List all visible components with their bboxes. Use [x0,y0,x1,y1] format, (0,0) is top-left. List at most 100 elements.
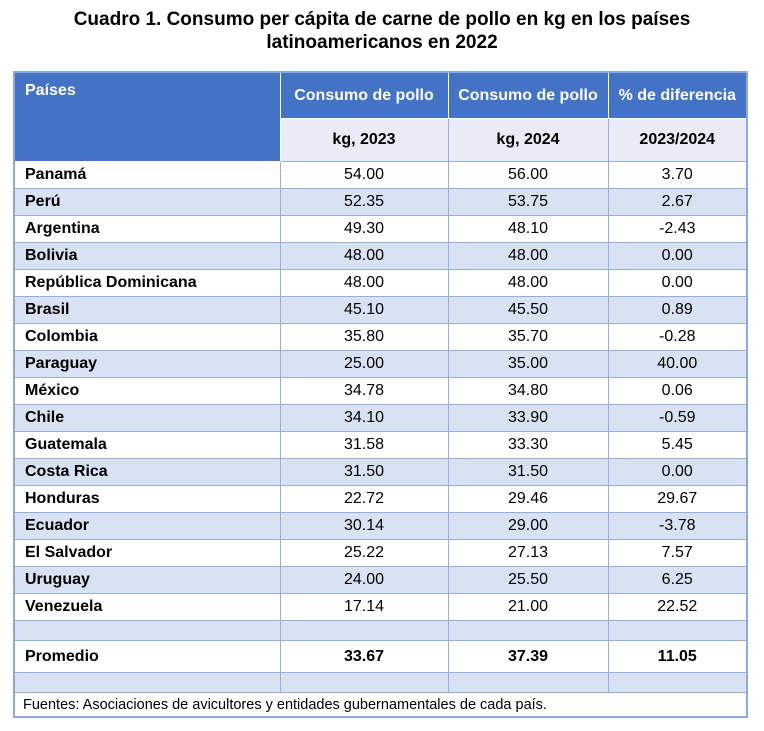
kg2023-cell: 22.72 [279,485,449,513]
country-cell: Costa Rica [13,458,281,486]
country-cell: Colombia [13,323,281,351]
table-body: Panamá 54.00 56.00 3.70 Perú 52.35 53.75… [13,161,748,718]
kg2024-cell: 27.13 [447,539,609,567]
subheader-periodo: 2023/2024 [607,118,748,162]
country-cell: Chile [13,404,281,432]
country-cell: Honduras [13,485,281,513]
country-cell: Ecuador [13,512,281,540]
table-row: El Salvador 25.22 27.13 7.57 [13,539,748,567]
kg2023-cell: 25.22 [279,539,449,567]
kg2023-cell: 30.14 [279,512,449,540]
country-cell: Uruguay [13,566,281,594]
diff-cell: 40.00 [607,350,748,378]
header-diferencia: % de diferencia [607,71,748,119]
table-row: México 34.78 34.80 0.06 [13,377,748,405]
table-header: Países Consumo de pollo Consumo de pollo… [13,71,748,162]
table-row: Chile 34.10 33.90 -0.59 [13,404,748,432]
country-cell: Bolivia [13,242,281,270]
diff-cell: -2.43 [607,215,748,243]
diff-cell: 7.57 [607,539,748,567]
table-row: Paraguay 25.00 35.00 40.00 [13,350,748,378]
kg2024-cell: 29.00 [447,512,609,540]
diff-cell: 0.06 [607,377,748,405]
header-paises: Países [13,71,281,162]
diff-cell: 2.67 [607,188,748,216]
diff-cell: 3.70 [607,161,748,189]
kg2023-cell: 48.00 [279,242,449,270]
kg2024-cell: 34.80 [447,377,609,405]
consumption-table: Países Consumo de pollo Consumo de pollo… [13,71,748,718]
kg2023-cell: 34.10 [279,404,449,432]
diff-cell: 0.00 [607,269,748,297]
diff-cell: 0.00 [607,242,748,270]
table-title: Cuadro 1. Consumo per cápita de carne de… [73,9,691,53]
kg2024-cell: 48.00 [447,242,609,270]
diff-cell: -3.78 [607,512,748,540]
average-diff: 11.05 [607,640,748,673]
table-row: Venezuela 17.14 21.00 22.52 [13,593,748,621]
kg2024-cell: 33.90 [447,404,609,432]
table-row: Honduras 22.72 29.46 29.67 [13,485,748,513]
country-cell: Argentina [13,215,281,243]
sources-text: Fuentes: Asociaciones de avicultores y e… [13,692,748,718]
country-cell: Panamá [13,161,281,189]
diff-cell: 0.89 [607,296,748,324]
header-row-main: Países Consumo de pollo Consumo de pollo… [13,71,748,162]
country-cell: Guatemala [13,431,281,459]
kg2024-cell: 45.50 [447,296,609,324]
average-label: Promedio [13,640,281,673]
sources-row: Fuentes: Asociaciones de avicultores y e… [13,692,748,718]
diff-cell: 29.67 [607,485,748,513]
kg2024-cell: 48.00 [447,269,609,297]
kg2023-cell: 25.00 [279,350,449,378]
country-cell: Venezuela [13,593,281,621]
kg2023-cell: 54.00 [279,161,449,189]
kg2024-cell: 35.00 [447,350,609,378]
diff-cell: 22.52 [607,593,748,621]
table-row: República Dominicana 48.00 48.00 0.00 [13,269,748,297]
kg2023-cell: 48.00 [279,269,449,297]
kg2024-cell: 56.00 [447,161,609,189]
diff-cell: 6.25 [607,566,748,594]
subheader-kg-2023: kg, 2023 [279,118,449,162]
table-row: Perú 52.35 53.75 2.67 [13,188,748,216]
table-row: Argentina 49.30 48.10 -2.43 [13,215,748,243]
kg2023-cell: 49.30 [279,215,449,243]
table-row: Brasil 45.10 45.50 0.89 [13,296,748,324]
average-kg2024: 37.39 [447,640,609,673]
country-cell: Paraguay [13,350,281,378]
kg2023-cell: 52.35 [279,188,449,216]
kg2023-cell: 45.10 [279,296,449,324]
kg2023-cell: 34.78 [279,377,449,405]
country-cell: República Dominicana [13,269,281,297]
header-consumo-2024: Consumo de pollo [447,71,609,119]
kg2024-cell: 53.75 [447,188,609,216]
table-row: Uruguay 24.00 25.50 6.25 [13,566,748,594]
kg2023-cell: 35.80 [279,323,449,351]
consumption-table-wrap: Países Consumo de pollo Consumo de pollo… [13,71,748,718]
country-cell: Perú [13,188,281,216]
kg2024-cell: 31.50 [447,458,609,486]
table-row: Panamá 54.00 56.00 3.70 [13,161,748,189]
kg2023-cell: 31.50 [279,458,449,486]
table-row: Bolivia 48.00 48.00 0.00 [13,242,748,270]
table-row: Colombia 35.80 35.70 -0.28 [13,323,748,351]
kg2024-cell: 35.70 [447,323,609,351]
diff-cell: 0.00 [607,458,748,486]
average-row: Promedio 33.67 37.39 11.05 [13,640,748,673]
header-consumo-2023: Consumo de pollo [279,71,449,119]
kg2024-cell: 33.30 [447,431,609,459]
diff-cell: -0.59 [607,404,748,432]
kg2024-cell: 25.50 [447,566,609,594]
country-cell: México [13,377,281,405]
diff-cell: 5.45 [607,431,748,459]
spacer-row [13,620,748,641]
kg2023-cell: 24.00 [279,566,449,594]
subheader-kg-2024: kg, 2024 [447,118,609,162]
table-row: Ecuador 30.14 29.00 -3.78 [13,512,748,540]
kg2024-cell: 48.10 [447,215,609,243]
table-row: Costa Rica 31.50 31.50 0.00 [13,458,748,486]
country-cell: El Salvador [13,539,281,567]
kg2024-cell: 21.00 [447,593,609,621]
